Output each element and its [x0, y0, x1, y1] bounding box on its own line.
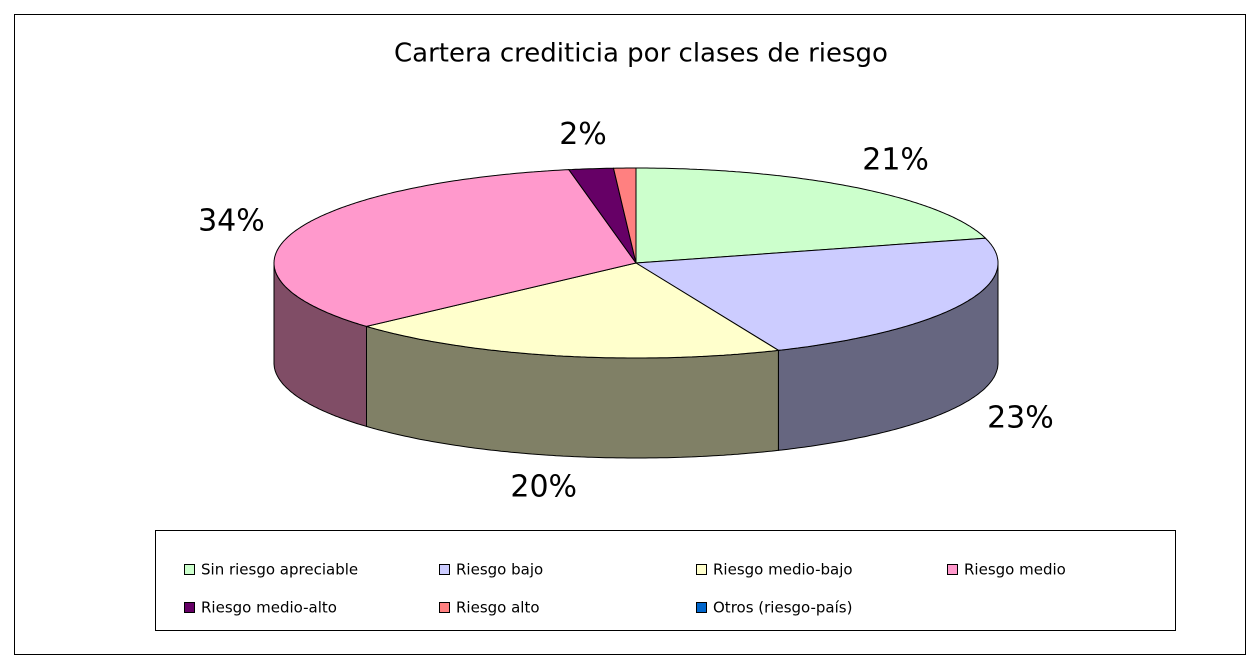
data-label: 2% — [559, 117, 607, 152]
legend-swatch — [696, 602, 707, 613]
slice — [567, 167, 637, 264]
data-label: 21% — [862, 143, 929, 178]
slice — [635, 167, 987, 264]
legend-label: Riesgo bajo — [456, 561, 543, 579]
legend-label: Sin riesgo apreciable — [201, 561, 358, 579]
data-label: 20% — [510, 470, 577, 505]
legend-box — [155, 530, 1176, 631]
slice — [273, 169, 637, 327]
legend-swatch — [439, 564, 450, 575]
legend-label: Otros (riesgo-país) — [713, 599, 852, 617]
legend-label: Riesgo alto — [456, 599, 540, 617]
legend-swatch — [696, 564, 707, 575]
chart-title: Cartera crediticia por clases de riesgo — [394, 39, 888, 69]
slice — [364, 262, 780, 359]
legend-label: Riesgo medio-alto — [201, 599, 337, 617]
legend-swatch — [947, 564, 958, 575]
legend-label: Riesgo medio — [964, 561, 1066, 579]
slice — [634, 237, 999, 351]
legend-label: Riesgo medio-bajo — [713, 561, 853, 579]
data-label: 34% — [198, 203, 265, 238]
data-label: 23% — [987, 400, 1054, 435]
legend-swatch — [184, 564, 195, 575]
legend-swatch — [439, 602, 450, 613]
legend-swatch — [184, 602, 195, 613]
slice — [612, 167, 637, 264]
